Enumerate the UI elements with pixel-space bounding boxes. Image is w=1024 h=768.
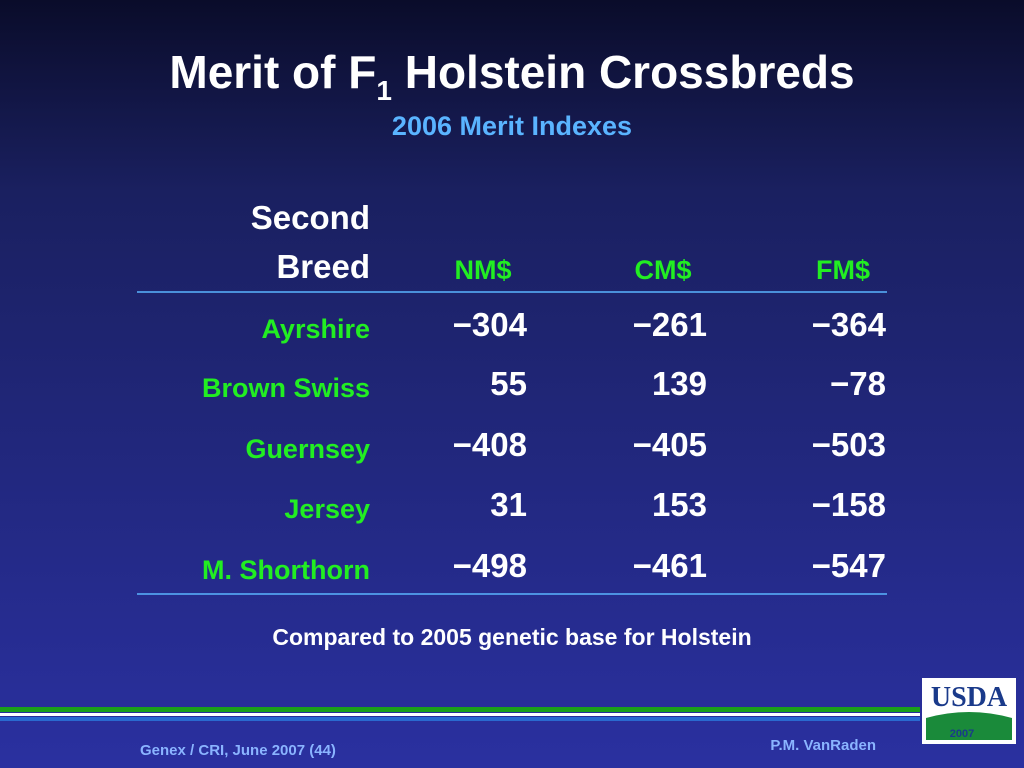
- cell: −498: [453, 547, 527, 584]
- cell: −304: [453, 306, 528, 343]
- row-label: Ayrshire: [261, 314, 370, 344]
- cell: −261: [633, 306, 707, 343]
- stripe: [0, 713, 920, 716]
- subtitle: 2006 Merit Indexes: [392, 111, 632, 141]
- footer-right: P.M. VanRaden: [770, 737, 876, 754]
- logo-year: 2007: [950, 728, 974, 740]
- title-subscript: 1: [376, 75, 392, 106]
- cell: −405: [633, 426, 707, 463]
- row-label: Guernsey: [245, 434, 370, 464]
- cell: −503: [812, 426, 886, 463]
- title-rest: Holstein Crossbreds: [405, 46, 855, 98]
- cell: 55: [490, 365, 527, 402]
- cell: 139: [652, 365, 707, 402]
- corner-label: Second: [251, 199, 370, 236]
- stripe: [0, 707, 920, 712]
- title-main: Merit of F: [169, 46, 376, 98]
- row-label: Jersey: [284, 494, 370, 524]
- title: Merit of F1 Holstein Crossbreds: [169, 46, 854, 106]
- stripe: [0, 717, 920, 721]
- row-label: M. Shorthorn: [202, 555, 370, 585]
- note: Compared to 2005 genetic base for Holste…: [272, 624, 751, 650]
- footer-left: Genex / CRI, June 2007 (44): [140, 742, 336, 759]
- logo-text: USDA: [931, 682, 1008, 713]
- table: NM$ CM$ FM$ Ayrshire −304 −261 −364 Brown Swiss…: [202, 255, 887, 585]
- cell: −158: [812, 486, 886, 523]
- cell: 31: [490, 486, 527, 523]
- cell: −547: [812, 547, 886, 584]
- column-header: CM$: [634, 255, 691, 285]
- column-header: FM$: [816, 255, 870, 285]
- row-label: Brown Swiss: [202, 373, 370, 403]
- usda-logo: USDA 2007: [922, 678, 1016, 744]
- cell: 153: [652, 486, 707, 523]
- cell: −78: [830, 365, 886, 402]
- cell: −461: [633, 547, 707, 584]
- column-header: NM$: [454, 255, 511, 285]
- corner-label: Breed: [276, 248, 370, 285]
- cell: −408: [453, 426, 527, 463]
- cell: −364: [812, 306, 887, 343]
